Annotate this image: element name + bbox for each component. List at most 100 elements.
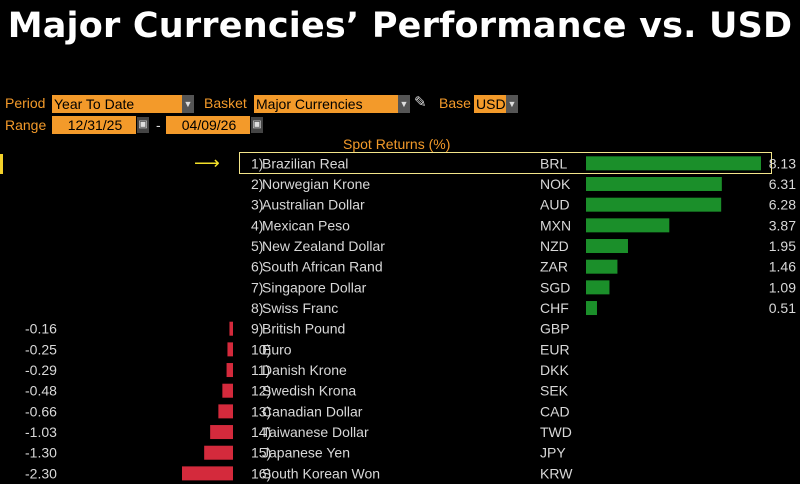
value-label: -0.66 (25, 403, 57, 419)
currency-name: South Korean Won (262, 465, 380, 481)
calendar-end-icon[interactable]: ▣ (251, 117, 263, 133)
currency-name: Australian Dollar (262, 197, 365, 213)
base-label: Base (439, 95, 471, 111)
bar-positive (586, 259, 618, 274)
value-label: -1.03 (25, 424, 57, 440)
currency-name: Japanese Yen (262, 445, 350, 461)
rank-label: 6) (251, 259, 263, 275)
bar-positive (586, 239, 628, 254)
bar-positive (586, 177, 722, 192)
bar-negative (210, 425, 233, 440)
rank-label: 4) (251, 217, 263, 233)
currency-code: GBP (540, 321, 570, 337)
rank-label: 11) (251, 362, 270, 378)
rank-label: 16) (251, 465, 271, 481)
currency-name: British Pound (262, 321, 345, 337)
rank-label: 12) (251, 383, 271, 399)
base-dropdown-icon[interactable]: ▼ (506, 95, 518, 113)
value-label: -0.48 (25, 383, 57, 399)
range-separator: - (156, 117, 161, 133)
bar-negative (222, 383, 233, 398)
bar-negative (204, 445, 233, 460)
rank-label: 3) (251, 197, 263, 213)
currency-code: SEK (540, 383, 569, 399)
chart-title: Major Currencies’ Performance vs. USD (7, 6, 793, 46)
currency-code: MXN (540, 217, 571, 233)
value-label: 1.09 (769, 279, 796, 295)
rank-label: 8) (251, 300, 263, 316)
bar-positive (586, 301, 597, 316)
currency-code: EUR (540, 341, 570, 357)
value-label: 8.13 (769, 155, 796, 171)
currency-code: AUD (540, 197, 570, 213)
currency-code: CAD (540, 403, 570, 419)
rank-label: 14) (251, 424, 271, 440)
currency-name: Euro (262, 341, 292, 357)
bar-positive (586, 156, 761, 171)
currency-name: New Zealand Dollar (262, 238, 385, 254)
value-label: -2.30 (25, 465, 57, 481)
currency-code: NZD (540, 238, 569, 254)
basket-select[interactable]: Major Currencies (254, 95, 398, 113)
currency-name: Canadian Dollar (262, 403, 363, 419)
currency-name: Singapore Dollar (262, 279, 367, 295)
currency-code: KRW (540, 465, 573, 481)
rank-label: 13) (251, 403, 271, 419)
basket-label: Basket (204, 95, 247, 111)
rank-label: 5) (251, 238, 263, 254)
rank-label: 1) (251, 155, 263, 171)
rank-label: 2) (251, 176, 263, 192)
basket-dropdown-icon[interactable]: ▼ (398, 95, 410, 113)
range-start-input[interactable]: 12/31/25 (52, 116, 136, 134)
currency-code: BRL (540, 155, 567, 171)
currency-code: DKK (540, 362, 569, 378)
bar-positive (586, 197, 722, 212)
bar-positive (586, 218, 670, 233)
calendar-start-icon[interactable]: ▣ (137, 117, 149, 133)
rank-label: 15) (251, 445, 271, 461)
currency-name: Mexican Peso (262, 217, 350, 233)
spot-returns-title: Spot Returns (%) (343, 136, 451, 152)
rank-label: 7) (251, 279, 263, 295)
value-label: -0.16 (25, 321, 57, 337)
bar-negative (229, 321, 233, 336)
value-label: 3.87 (769, 217, 796, 233)
currency-code: CHF (540, 300, 569, 316)
value-label: 0.51 (769, 300, 796, 316)
period-select[interactable]: Year To Date (52, 95, 182, 113)
currency-code: ZAR (540, 259, 568, 275)
period-dropdown-icon[interactable]: ▼ (182, 95, 194, 113)
bar-negative (182, 466, 233, 481)
currency-code: SGD (540, 279, 570, 295)
value-label: 1.46 (769, 259, 796, 275)
bar-negative (226, 363, 233, 378)
currency-code: JPY (540, 445, 566, 461)
range-label: Range (5, 117, 47, 133)
value-label: 1.95 (769, 238, 796, 254)
value-label: -0.29 (25, 362, 57, 378)
base-select[interactable]: USD (474, 95, 506, 113)
currency-name: South African Rand (262, 259, 383, 275)
currency-code: NOK (540, 176, 571, 192)
value-label: 6.31 (769, 176, 796, 192)
currency-name: Swedish Krona (262, 383, 356, 399)
bar-negative (227, 342, 233, 357)
period-label: Period (5, 95, 46, 111)
rank-label: 9) (251, 321, 263, 337)
currency-name: Taiwanese Dollar (262, 424, 369, 440)
selected-row-marker (0, 154, 3, 174)
value-label: -1.30 (25, 445, 57, 461)
value-label: 6.28 (769, 197, 796, 213)
value-label: -0.25 (25, 341, 57, 357)
bar-positive (586, 280, 610, 295)
currency-code: TWD (540, 424, 572, 440)
currency-name: Danish Krone (262, 362, 347, 378)
currency-name: Norwegian Krone (262, 176, 370, 192)
currency-name: Swiss Franc (262, 300, 338, 316)
rank-label: 10) (251, 341, 271, 357)
arrow-right-icon: ⟶ (194, 153, 220, 173)
range-end-input[interactable]: 04/09/26 (166, 116, 250, 134)
pencil-icon[interactable]: ✎ (414, 94, 427, 111)
selected-row-highlight (239, 152, 772, 174)
